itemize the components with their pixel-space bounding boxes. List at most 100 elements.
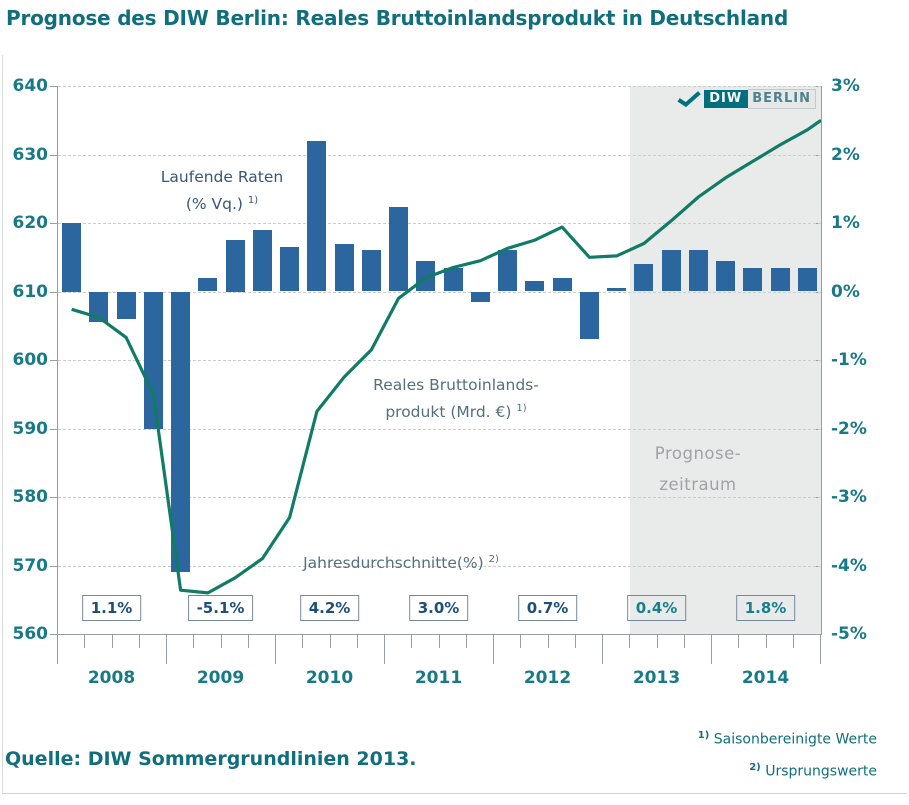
chart-title: Prognose des DIW Berlin: Reales Bruttoin… (6, 6, 789, 30)
left-axis-label-580: 580 (12, 487, 49, 507)
year-separator (275, 635, 276, 664)
right-axis-label--1pct: -1% (831, 350, 867, 370)
right-axis-label--2pct: -2% (831, 418, 867, 439)
bar-series-label: Laufende Raten (% Vq.) 1) (160, 168, 284, 214)
bar-2013-q1 (607, 288, 627, 292)
bar-2009-q1 (171, 291, 191, 573)
quarter-tick (629, 635, 631, 648)
bar-2014-q3 (770, 267, 790, 292)
year-label-2013: 2013 (632, 668, 681, 688)
year-label-2008: 2008 (87, 668, 136, 688)
quarter-tick (656, 635, 658, 648)
diw-check-icon (677, 91, 701, 108)
right-axis-label--5pct: -5% (831, 624, 867, 644)
left-axis-tick (50, 565, 57, 567)
year-separator (602, 635, 603, 664)
bar-2010-q1 (280, 246, 300, 292)
bar-2013-q4 (688, 250, 708, 292)
right-axis-label-1pct: 1% (831, 213, 860, 233)
quarter-tick (683, 635, 685, 648)
bar-2013-q2 (634, 264, 654, 292)
quarter-tick (738, 635, 740, 648)
quarter-tick (765, 635, 767, 648)
bar-2009-q2 (198, 277, 218, 292)
right-axis-label-0pct: 0% (831, 281, 860, 302)
footnote-1: 1) Saisonbereinigte Werte (697, 730, 877, 748)
year-separator (493, 635, 494, 664)
bar-2012-q1 (498, 250, 518, 292)
bar-2009-q4 (252, 229, 272, 292)
bar-2013-q3 (661, 250, 681, 292)
logo-berlin-text: BERLIN (748, 89, 816, 109)
bar-2008-q3 (116, 291, 136, 319)
bar-2010-q3 (334, 243, 354, 292)
bar-2012-q2 (525, 281, 545, 292)
year-label-2010: 2010 (305, 668, 354, 688)
right-axis-label-2pct: 2% (831, 144, 860, 165)
right-axis-label--4pct: -4% (831, 555, 867, 576)
annual-average-2014: 1.8% (735, 595, 796, 621)
gridline-640 (58, 86, 821, 87)
gridline-630 (58, 154, 821, 156)
bar-2011-q3 (443, 267, 463, 292)
quarter-tick (329, 635, 331, 648)
year-label-2011: 2011 (414, 668, 463, 688)
quarter-tick (302, 635, 304, 648)
bar-2008-q1 (62, 223, 82, 292)
left-axis-label-620: 620 (12, 213, 49, 233)
diw-berlin-logo: DIW BERLIN (677, 89, 816, 109)
gdp-line (71, 118, 821, 595)
left-axis-label-610: 610 (12, 281, 49, 302)
year-separator (57, 635, 58, 664)
gridline-610 (58, 291, 821, 293)
bar-2009-q3 (225, 240, 245, 292)
left-axis-tick (50, 428, 57, 430)
bar-2012-q4 (579, 291, 599, 340)
quarter-tick (138, 635, 140, 648)
annual-average-2013: 0.4% (626, 595, 687, 621)
left-axis-label-630: 630 (12, 144, 49, 165)
left-axis-tick (50, 291, 57, 293)
left-axis-tick (50, 223, 57, 224)
left-axis-tick (50, 360, 57, 361)
footnote-2: 2) Ursprungswerte (749, 761, 877, 780)
year-separator (166, 635, 167, 664)
source-note: Quelle: DIW Sommergrundlinien 2013. (5, 748, 417, 770)
right-axis-tick (813, 634, 820, 635)
bar-2010-q4 (361, 250, 381, 292)
quarter-tick (220, 635, 222, 648)
gridline-620 (58, 223, 821, 224)
quarter-tick (438, 635, 440, 648)
gridline-580 (58, 497, 821, 498)
quarter-tick (547, 635, 549, 648)
annual-average-2012: 0.7% (517, 595, 578, 621)
left-axis-label-640: 640 (12, 76, 49, 96)
quarter-tick (356, 635, 358, 648)
year-label-2014: 2014 (741, 668, 790, 688)
bar-2008-q4 (143, 291, 163, 429)
year-separator (384, 635, 385, 664)
bar-2011-q4 (470, 291, 490, 302)
annual-averages-label: Jahresdurchschnitte(%) 2) (303, 554, 499, 573)
gridline-570 (58, 565, 821, 567)
annual-average-2009: -5.1% (187, 595, 254, 621)
year-separator (820, 635, 821, 664)
quarter-tick (84, 635, 86, 648)
quarter-tick (465, 635, 467, 648)
quarter-tick (411, 635, 413, 648)
quarter-tick (193, 635, 195, 648)
plot-area: Laufende Raten (% Vq.) 1) Reales Bruttoi… (57, 86, 822, 635)
right-axis-label--3pct: -3% (831, 487, 867, 507)
bar-2014-q4 (797, 267, 817, 292)
left-axis-label-560: 560 (12, 624, 49, 644)
bar-2011-q2 (416, 260, 436, 292)
left-axis-tick (50, 86, 57, 87)
annual-average-2008: 1.1% (81, 595, 142, 621)
quarter-tick (111, 635, 113, 648)
annual-average-2011: 3.0% (408, 595, 469, 621)
quarter-tick (520, 635, 522, 648)
bar-2014-q2 (743, 267, 763, 292)
year-label-2012: 2012 (523, 668, 572, 688)
left-axis-label-600: 600 (12, 350, 49, 370)
left-axis-label-570: 570 (12, 555, 49, 576)
